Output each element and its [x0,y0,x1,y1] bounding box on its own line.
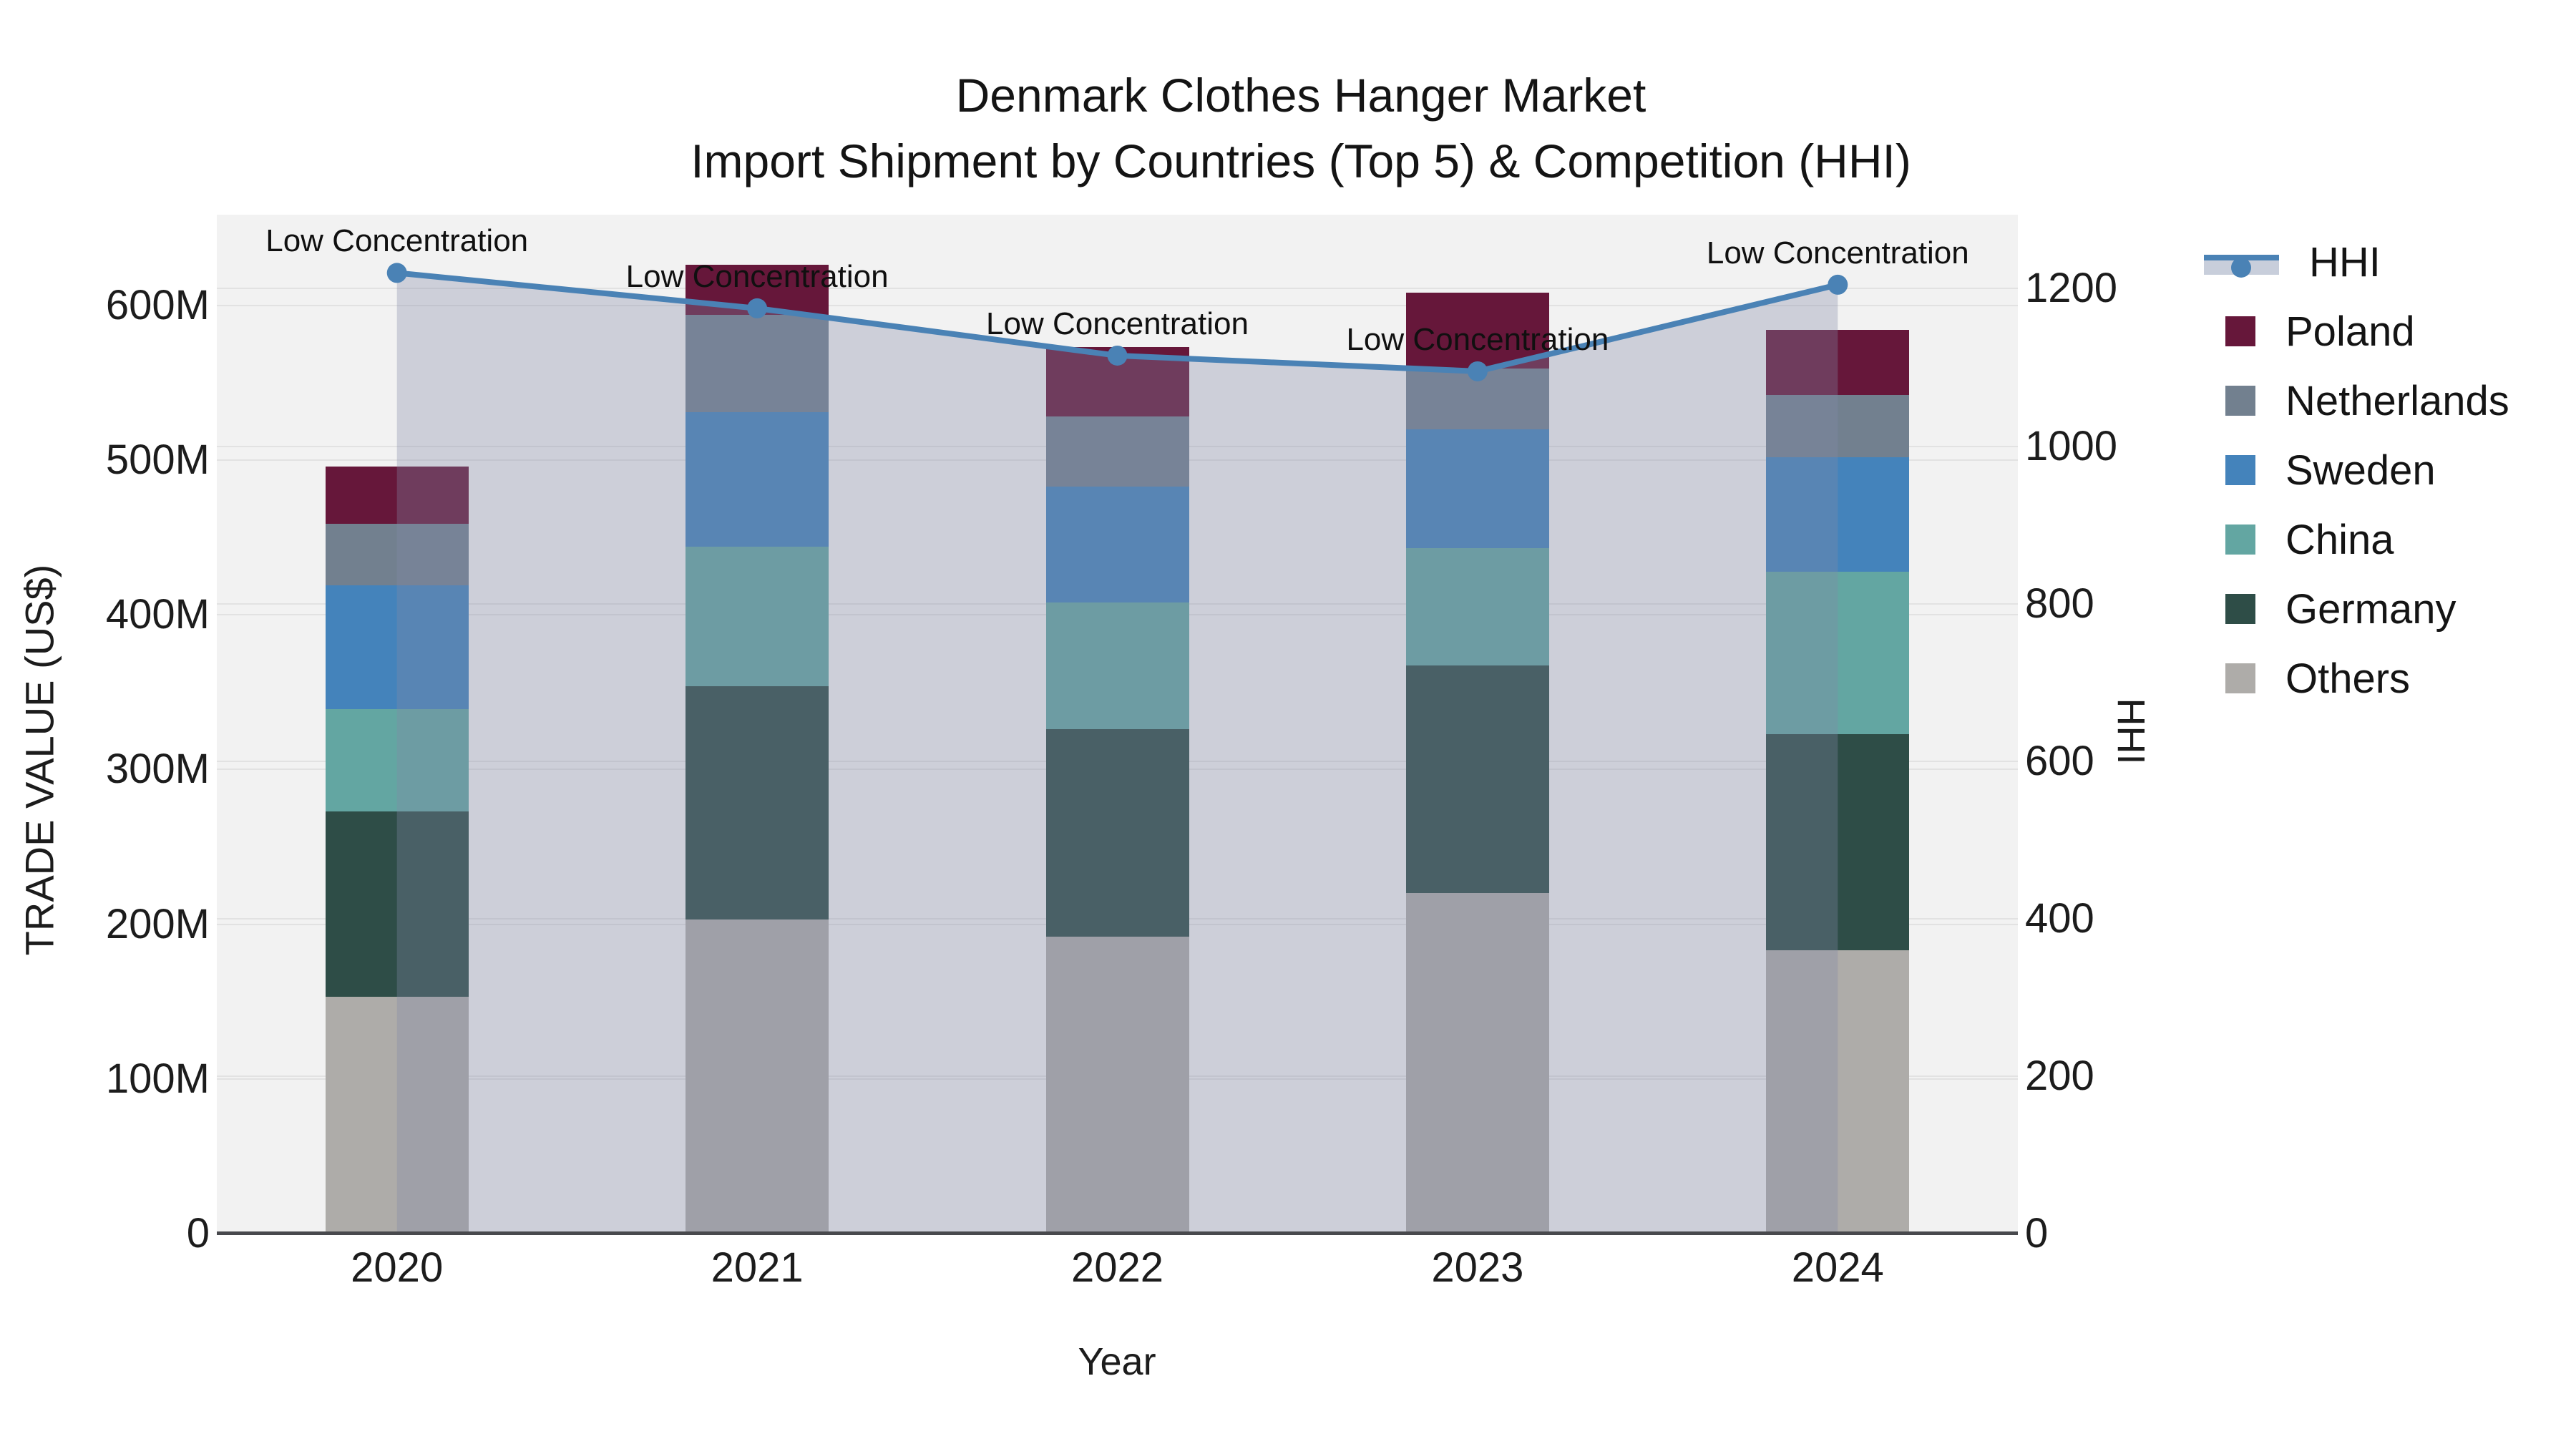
bar-2023-china[interactable] [1405,548,1549,666]
legend-item-poland[interactable]: Poland [2204,297,2415,366]
y-right-tick-400: 400 [2025,894,2094,942]
y-left-tick-200M: 200M [105,900,210,947]
y-left-tick-600M: 600M [105,281,210,328]
legend-label-netherlands: Netherlands [2285,377,2509,424]
bar-2020-germany[interactable] [325,811,469,997]
gridline-right-1200 [217,288,2018,290]
legend-swatch-sweden [2225,455,2255,485]
bar-2021-china[interactable] [686,546,829,686]
bar-2024-netherlands[interactable] [1766,395,1910,457]
bar-2022-netherlands[interactable] [1045,416,1189,487]
annotation-low-concentration-2023: Low Concentration [1346,321,1609,357]
annotation-low-concentration-2024: Low Concentration [1706,235,1969,270]
legend-swatch-china [2225,525,2255,555]
x-tick-2024: 2024 [1791,1244,1884,1291]
bar-2023-others[interactable] [1405,893,1549,1234]
y-right-tick-0: 0 [2025,1210,2049,1257]
legend-item-germany[interactable]: Germany [2204,575,2457,643]
y-left-tick-400M: 400M [105,591,210,638]
legend-item-sweden[interactable]: Sweden [2204,436,2436,504]
bar-2022-others[interactable] [1045,936,1189,1234]
bar-2024-sweden[interactable] [1766,457,1910,572]
y-left-tick-100M: 100M [105,1055,210,1102]
y-right-tick-1000: 1000 [2025,422,2118,469]
bar-2022-poland[interactable] [1045,347,1189,417]
y-right-tick-800: 800 [2025,580,2094,627]
x-tick-2022: 2022 [1070,1244,1164,1291]
legend-item-hhi[interactable]: HHI [2204,228,2381,296]
bar-2023-sweden[interactable] [1405,429,1549,549]
bar-2023-germany[interactable] [1405,665,1549,894]
bar-2021-germany[interactable] [686,686,829,920]
bar-2020-china[interactable] [325,709,469,811]
x-tick-2020: 2020 [351,1244,444,1291]
plot-area[interactable] [217,215,2018,1234]
x-tick-2021: 2021 [711,1244,804,1291]
annotation-low-concentration-2021: Low Concentration [625,258,889,294]
bar-2020-poland[interactable] [325,466,469,524]
y-right-tick-200: 200 [2025,1052,2094,1099]
chart-title-line2: Import Shipment by Countries (Top 5) & C… [691,135,1911,187]
y-right-tick-600: 600 [2025,737,2094,784]
y-left-tick-300M: 300M [105,746,210,793]
x-tick-2023: 2023 [1431,1244,1524,1291]
hhi-legend-symbol [2204,246,2279,278]
bar-2020-sweden[interactable] [325,585,469,710]
legend-label-china: China [2285,516,2394,563]
legend-swatch-poland [2225,316,2255,346]
bar-2020-others[interactable] [325,997,469,1234]
y-left-tick-0: 0 [186,1210,210,1257]
chart-title-line1: Denmark Clothes Hanger Market [955,69,1646,122]
legend-label-poland: Poland [2285,308,2415,355]
x-axis-line [217,1231,2018,1235]
legend-label-hhi: HHI [2309,238,2381,286]
legend-label-sweden: Sweden [2285,447,2436,494]
legend-label-others: Others [2285,655,2411,702]
bar-2022-china[interactable] [1045,602,1189,730]
bar-2020-netherlands[interactable] [325,523,469,586]
legend-swatch-netherlands [2225,386,2255,416]
legend-item-china[interactable]: China [2204,505,2394,574]
bar-2023-netherlands[interactable] [1405,369,1549,429]
bar-2024-others[interactable] [1766,950,1910,1234]
annotation-low-concentration-2020: Low Concentration [265,223,529,259]
hhi-legend-marker [2231,258,2251,278]
y-axis-right-title: HHI [2109,698,2152,765]
legend-item-others[interactable]: Others [2204,644,2410,713]
bar-2024-germany[interactable] [1766,733,1910,951]
annotation-low-concentration-2022: Low Concentration [986,306,1249,341]
bar-2022-sweden[interactable] [1045,486,1189,602]
bar-2024-china[interactable] [1766,571,1910,734]
bar-2021-others[interactable] [686,919,829,1234]
y-right-tick-1200: 1200 [2025,265,2118,312]
y-left-tick-500M: 500M [105,436,210,483]
legend-label-germany: Germany [2285,585,2457,633]
legend-swatch-germany [2225,594,2255,624]
legend-swatch-others [2225,663,2255,693]
bar-2024-poland[interactable] [1766,330,1910,396]
legend-item-netherlands[interactable]: Netherlands [2204,366,2509,435]
x-axis-title: Year [1078,1340,1156,1383]
bar-2021-sweden[interactable] [686,411,829,547]
bar-2022-germany[interactable] [1045,729,1189,937]
bar-2021-netherlands[interactable] [686,314,829,412]
y-axis-left-title: TRADE VALUE (US$) [16,564,62,956]
